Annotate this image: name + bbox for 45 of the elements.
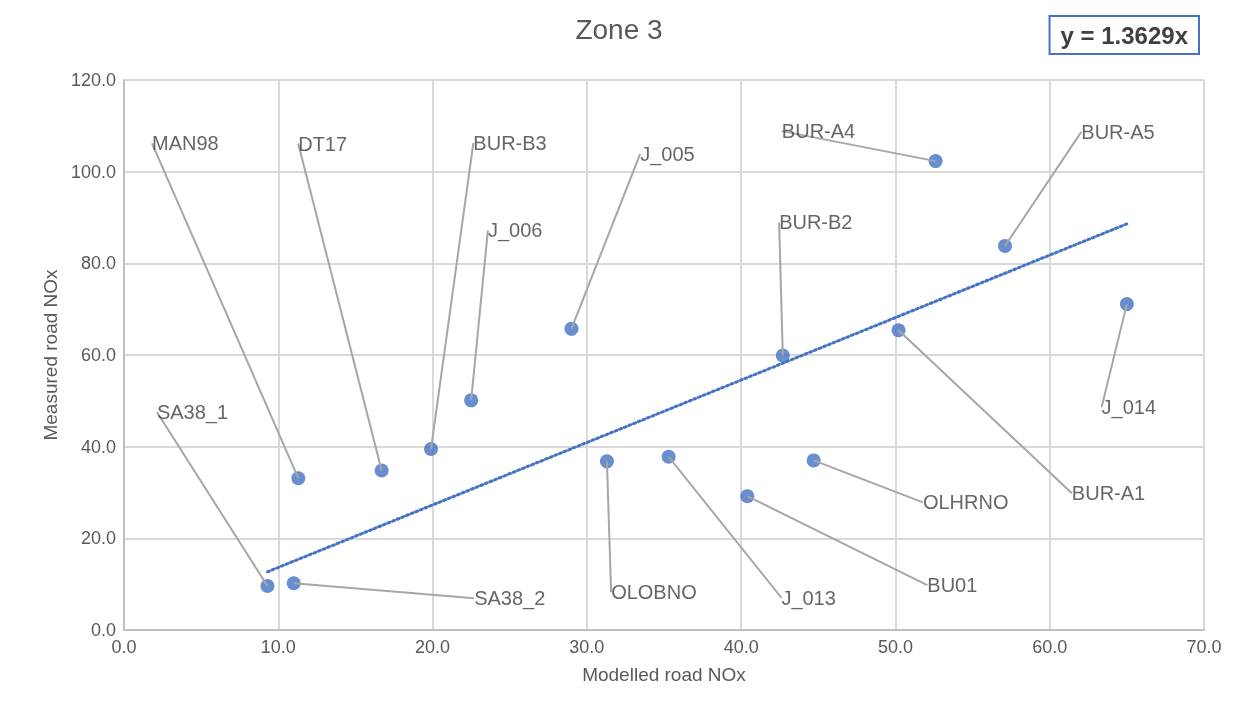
x-tick-label: 0.0 [111,637,137,657]
annotation: OLHRNO [922,491,1009,514]
point [564,321,579,336]
annotation: BUR-A5 [1081,120,1155,143]
point [891,323,906,338]
annotation: BUR-B3 [473,131,547,154]
point [464,393,479,408]
annotation: J_005 [640,142,695,166]
text: y = 1.3629x [1060,21,1189,49]
y-tick-label: 0.0 [90,620,116,640]
chart-title: Zone 3 [575,13,663,45]
annotation: OLOBNO [611,581,697,604]
point [291,471,306,486]
x-tick-label: 40.0 [723,637,759,657]
x-tick-label: 20.0 [415,637,451,657]
x-tick-label: 50.0 [877,637,913,657]
point [928,154,943,169]
annotation: BU01 [927,574,978,597]
point [286,576,301,591]
y-tick-label: 40.0 [80,436,116,457]
x-tick-label: 70.0 [1186,637,1222,657]
point [997,238,1012,253]
annotation: BUR-A4 [781,120,856,143]
annotation: BUR-A1 [1071,482,1146,505]
y-tick-label: 120.0 [70,70,116,90]
point [260,579,275,593]
y-tick-label: 60.0 [80,345,116,365]
x-tick-label: 10.0 [260,637,296,657]
annotation: J_006 [487,219,543,243]
annotation: BUR-B2 [779,211,853,234]
annotation: J_013 [781,586,836,610]
point [740,489,755,504]
x-tick-label: 60.0 [1032,637,1068,657]
y-axis-title: Measured road NOx [40,268,62,441]
annotation: DT17 [298,132,348,155]
y-tick-label: 80.0 [80,253,116,274]
y-tick-label: 20.0 [80,528,116,549]
annotation: MAN98 [151,132,219,155]
annotation: SA38_1 [156,401,229,424]
point [599,454,614,469]
x-tick-label: 30.0 [569,637,605,657]
y-tick-label: 100.0 [70,161,116,182]
x-axis-title: Modelled road NOx [582,664,747,685]
annotation: J_014 [1101,396,1157,420]
annotation: SA38_2 [474,587,546,611]
